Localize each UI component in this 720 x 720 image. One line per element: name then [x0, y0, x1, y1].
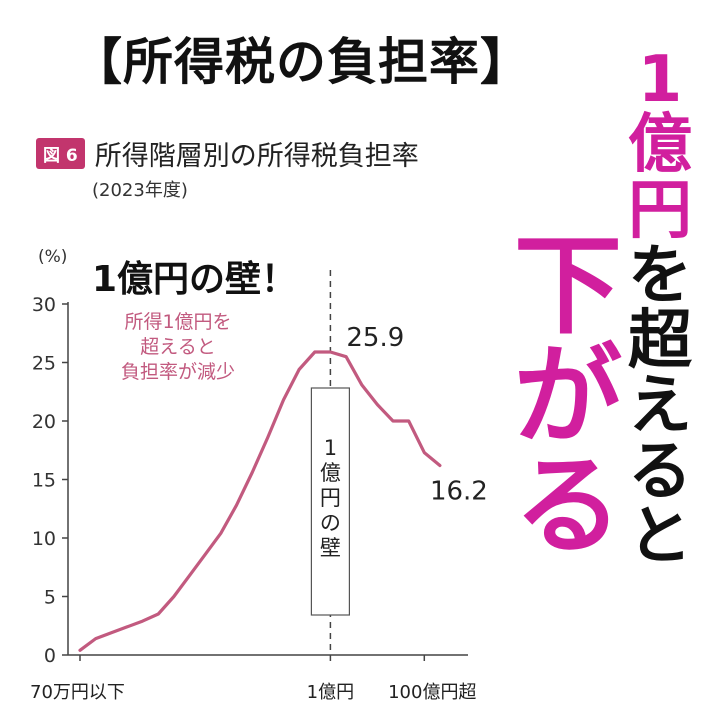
chart-annotation: 超えると: [140, 336, 215, 358]
side-caption-right-char: 超: [628, 304, 692, 379]
y-tick-label: 20: [32, 411, 56, 433]
side-caption-right-char: と: [628, 499, 692, 574]
wall-box-char: 1: [324, 436, 337, 460]
side-caption-left-char: る: [513, 444, 622, 570]
x-tick-label: 1億円: [307, 682, 354, 703]
side-caption-left: 下がる: [508, 224, 628, 570]
wall-box-char: 億: [320, 461, 341, 485]
chart-annotation: 所得1億円を: [124, 311, 231, 333]
x-tick-label: 100億円超: [388, 682, 476, 703]
y-tick-label: 0: [44, 645, 56, 667]
side-caption-right-char: 円: [628, 173, 692, 248]
side-caption-right-char: る: [628, 434, 692, 509]
side-caption-right-char: え: [628, 369, 692, 444]
side-caption-right-char: 1: [637, 43, 683, 117]
y-tick-label: 30: [32, 294, 56, 316]
side-caption-left-char: 下: [513, 224, 622, 349]
y-tick-label: 5: [44, 587, 56, 609]
wall-box-char: 円: [320, 486, 341, 510]
side-caption-right-char: を: [628, 238, 692, 313]
figure-caption: 図 6 所得階層別の所得税負担率: [36, 136, 419, 172]
data-label: 16.2: [430, 476, 488, 506]
y-tick-label: 15: [32, 470, 56, 492]
wall-box-char: の: [320, 511, 341, 535]
wall-callout: 1億円の壁！: [92, 259, 298, 300]
data-label: 25.9: [346, 323, 404, 353]
y-tick-label: 25: [32, 353, 56, 375]
page-heading: 【所得税の負担率】: [72, 33, 531, 91]
chart-annotation: 負担率が減少: [121, 361, 235, 383]
y-axis-label: (%): [38, 247, 67, 267]
side-caption-right-char: 億: [628, 108, 692, 183]
wall-box-char: 壁: [320, 536, 341, 560]
wall-box: [310, 387, 350, 616]
figure-year: (2023年度): [92, 180, 188, 201]
y-tick-label: 10: [32, 528, 56, 550]
figure-title: 所得階層別の所得税負担率: [94, 140, 419, 172]
series-line: [78, 350, 442, 652]
figure-badge: 図 6: [36, 137, 85, 169]
side-caption-left-char: が: [513, 334, 622, 460]
x-tick-label: 70万円以下: [30, 682, 125, 703]
